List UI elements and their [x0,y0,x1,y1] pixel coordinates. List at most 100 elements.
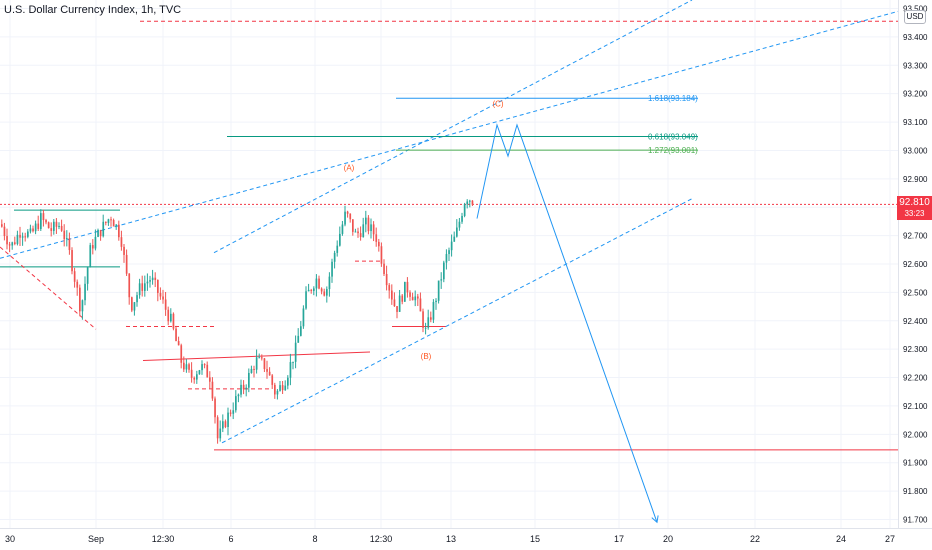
candle-body [445,254,448,263]
candle-body [6,236,8,245]
trend-line-red-trend-down [0,246,97,330]
price-tick-label: 93.200 [903,90,928,99]
chart-grid [0,0,898,528]
candle-body [92,245,94,249]
trend-lines[interactable] [0,0,899,444]
candle-body [294,342,297,362]
last-price-badge: 92.810 33:23 [897,196,932,220]
candle-body [422,311,424,328]
candle-body [268,371,271,376]
fib-extension[interactable]: 1.618(93.184) 0.618(93.049) 1.272(93.001) [227,94,698,155]
candle-body [414,296,417,301]
candle-body [203,364,206,366]
candle-body [136,295,138,303]
candle-body [300,326,302,336]
price-tick-label: 92.100 [903,402,928,411]
candle-body [341,224,344,234]
candle-body [110,219,112,221]
price-tick-label: 92.500 [903,288,928,297]
horizontal-levels[interactable] [0,20,898,451]
candle-body [388,285,391,291]
trend-line-channel-upper-2 [213,0,693,254]
price-tick-label: 93.000 [903,146,928,155]
candle-body [229,412,232,414]
candle-body [242,384,245,390]
fib-level-label: 1.618(93.184) [648,94,698,103]
candle-body [263,358,266,370]
candle-body [471,200,474,205]
symbol-interval: 1h [140,4,154,16]
projection-path[interactable] [476,123,659,524]
candle-body [79,287,81,312]
candle-body [115,224,118,227]
candle-body [266,369,268,372]
candle-body [307,289,310,292]
price-tick-label: 92.300 [903,345,928,354]
candle-body [76,281,79,288]
candle-body [339,233,341,246]
candle-body [305,291,307,309]
candle-body [237,394,240,397]
candle-body [216,417,219,439]
candle-body [331,261,333,277]
candle-body [344,211,346,225]
candle-body [289,362,292,378]
candle-body [214,398,216,418]
candle-body [175,328,177,342]
candlestick-series [1,199,474,444]
candle-body [450,241,453,251]
time-tick-label: 20 [663,534,673,544]
candle-body [146,281,149,284]
candle-body [159,292,162,297]
price-axis[interactable]: 93.500 93.400 93.300 93.200 93.100 93.000 92.9… [903,5,928,525]
time-tick-label: 6 [228,534,233,544]
candle-body [248,372,250,388]
fib-level-label: 0.618(93.049) [648,133,698,142]
candle-body [232,410,235,414]
candle-body [27,231,29,237]
candle-body [302,308,305,327]
candle-body [151,277,154,281]
time-tick-label: Sep [88,534,104,544]
candle-body [63,230,66,240]
candle-body [99,230,102,237]
candle-body [310,289,313,291]
candle-body [235,396,237,411]
candle-body [440,279,443,281]
price-tick-label: 93.400 [903,33,928,42]
candle-body [328,276,331,290]
candle-body [222,421,224,429]
candle-body [211,381,214,399]
candle-body [89,245,92,268]
candle-body [404,281,406,302]
candle-body [133,302,136,311]
candle-body [398,295,401,312]
candle-body [14,242,16,244]
currency-badge[interactable]: USD [904,10,926,24]
candle-body [131,297,133,311]
candle-body [58,225,60,227]
candle-body [29,228,32,232]
candle-body [112,219,115,227]
candle-body [68,238,71,251]
candle-body [177,341,180,346]
candle-body [1,224,3,227]
candle-body [469,200,471,202]
candle-body [37,223,40,229]
candle-body [94,236,97,249]
candle-body [461,215,463,222]
candle-body [456,227,458,237]
candle-body [315,278,318,289]
candle-body [55,221,58,227]
time-tick-label: 13 [446,534,456,544]
time-axis[interactable]: 30 Sep 12:30 6 8 12:30 13 15 17 20 22 24 27 [5,534,895,544]
trend-line-channel-lower [221,198,693,444]
candle-body [19,234,21,238]
candle-body [198,370,201,375]
candle-body [448,250,450,255]
candle-body [271,375,274,385]
time-tick-label: 8 [312,534,317,544]
candle-body [3,226,6,237]
candle-body [123,246,125,255]
